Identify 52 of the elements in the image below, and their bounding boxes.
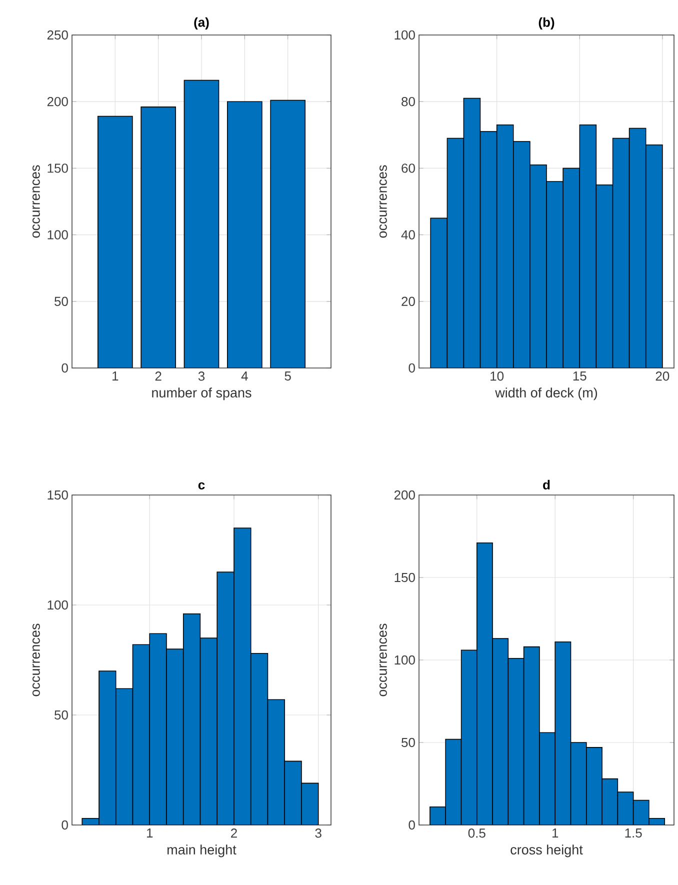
- chart-title: d: [543, 480, 550, 490]
- bar: [270, 100, 306, 368]
- y-tick-label: 50: [402, 738, 415, 748]
- x-tick-label: 1: [146, 828, 153, 838]
- y-tick-label: 60: [402, 164, 415, 173]
- y-tick-label: 150: [48, 164, 68, 173]
- y-axis-title: occurrences: [32, 624, 40, 696]
- y-tick-label: 0: [408, 820, 415, 830]
- chart-title: c: [198, 482, 205, 490]
- x-axis-title: main height: [168, 844, 236, 858]
- x-tick-label: 10: [490, 372, 504, 381]
- y-tick-label: 0: [408, 363, 415, 373]
- x-tick-label: 1: [552, 828, 558, 838]
- x-tick-label: 5: [284, 372, 291, 381]
- y-tick-label: 150: [394, 572, 415, 582]
- x-tick-label: 2: [155, 372, 162, 381]
- x-tick-label: 3: [315, 828, 322, 838]
- x-tick-label: 15: [573, 372, 586, 381]
- y-tick-label: 50: [54, 710, 68, 720]
- x-tick-label: 2: [231, 828, 237, 838]
- bar: [98, 116, 132, 368]
- x-axis-title: cross height: [510, 844, 583, 858]
- y-tick-label: 40: [401, 230, 415, 240]
- x-tick-label: 1.5: [625, 828, 642, 838]
- x-tick-label: 3: [198, 372, 205, 381]
- bar: [184, 80, 219, 368]
- x-tick-label: 1: [112, 372, 118, 380]
- y-tick-label: 20: [402, 296, 415, 306]
- y-tick-label: 150: [48, 490, 68, 500]
- y-axis-title: occurrences: [32, 165, 40, 238]
- y-tick-label: 100: [48, 230, 68, 240]
- y-tick-label: 100: [394, 655, 415, 665]
- x-tick-label: 0.5: [468, 828, 486, 838]
- x-tick-label: 20: [656, 372, 670, 381]
- x-axis-title: width of deck (m): [495, 388, 598, 400]
- y-tick-label: 200: [394, 490, 415, 500]
- y-axis-title: occurrences: [380, 624, 387, 696]
- y-tick-label: 0: [62, 820, 68, 830]
- y-tick-label: 250: [47, 30, 68, 40]
- y-axis-title: occurrences: [380, 165, 387, 238]
- y-tick-label: 200: [47, 96, 68, 106]
- y-tick-label: 0: [62, 363, 68, 373]
- chart-title: (a): [194, 17, 209, 30]
- x-axis-title: number of spans: [152, 388, 252, 400]
- chart-title: (b): [538, 17, 554, 30]
- bar: [141, 106, 176, 368]
- y-tick-label: 50: [54, 296, 68, 306]
- bar: [227, 102, 262, 368]
- x-tick-label: 4: [241, 372, 248, 380]
- y-tick-label: 80: [402, 96, 415, 106]
- y-tick-label: 100: [48, 600, 68, 610]
- y-tick-label: 100: [394, 30, 415, 40]
